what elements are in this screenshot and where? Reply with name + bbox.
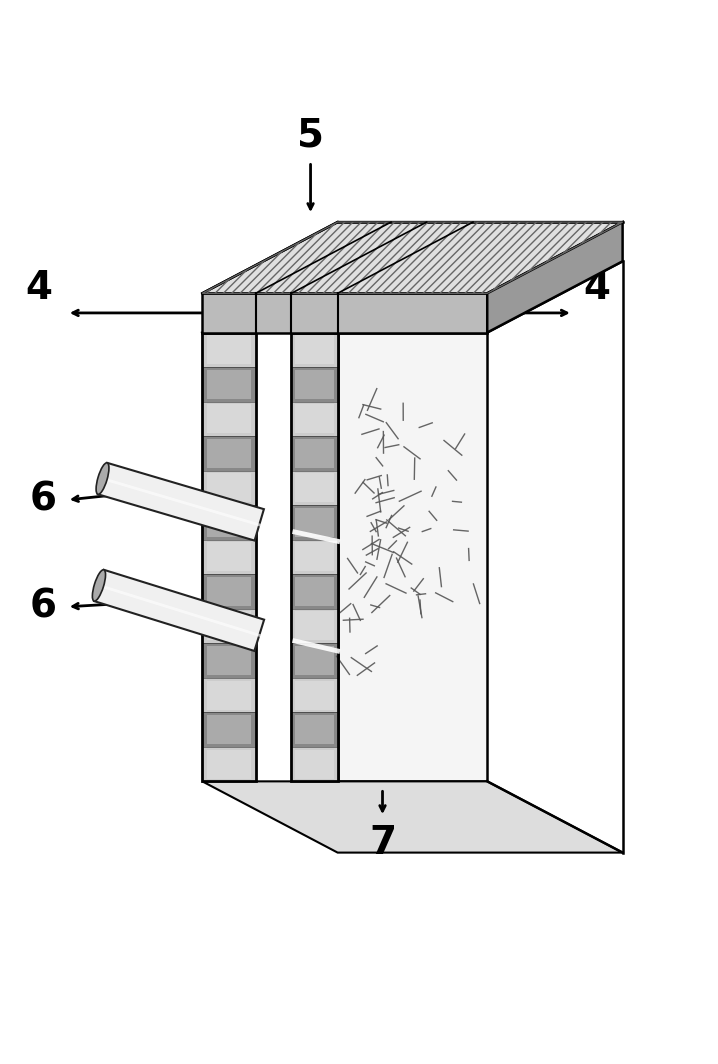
Bar: [292, 539, 337, 575]
Bar: [202, 609, 256, 644]
Bar: [295, 577, 334, 606]
Bar: [207, 335, 251, 364]
Bar: [295, 438, 334, 468]
Bar: [292, 401, 337, 436]
Bar: [207, 370, 251, 399]
Bar: [207, 508, 251, 537]
Bar: [292, 333, 337, 367]
Bar: [292, 333, 337, 781]
Bar: [207, 750, 251, 779]
Bar: [292, 367, 337, 401]
Polygon shape: [202, 294, 488, 333]
Bar: [295, 335, 334, 364]
Bar: [207, 543, 251, 571]
Ellipse shape: [93, 569, 106, 601]
Text: 7: 7: [369, 825, 396, 862]
Bar: [292, 436, 337, 470]
Bar: [292, 505, 337, 539]
Bar: [295, 473, 334, 502]
Bar: [202, 575, 256, 609]
Bar: [207, 438, 251, 468]
Bar: [202, 333, 256, 367]
Bar: [202, 747, 256, 781]
Bar: [292, 712, 337, 747]
Polygon shape: [488, 222, 623, 333]
Bar: [202, 367, 256, 401]
Polygon shape: [202, 222, 623, 294]
Bar: [295, 612, 334, 641]
Bar: [207, 473, 251, 502]
Bar: [202, 678, 256, 712]
Bar: [202, 539, 256, 575]
Bar: [207, 404, 251, 433]
Bar: [202, 436, 256, 470]
Bar: [295, 370, 334, 399]
Bar: [295, 681, 334, 710]
Bar: [207, 715, 251, 744]
Bar: [202, 333, 256, 781]
Text: 5: 5: [297, 116, 324, 154]
Bar: [202, 401, 256, 436]
Bar: [202, 644, 256, 678]
Bar: [207, 577, 251, 606]
Bar: [292, 678, 337, 712]
Polygon shape: [337, 333, 488, 781]
Bar: [207, 612, 251, 641]
Polygon shape: [202, 781, 623, 852]
Bar: [295, 543, 334, 571]
Bar: [295, 508, 334, 537]
Bar: [292, 575, 337, 609]
Text: 4: 4: [584, 269, 610, 307]
Bar: [295, 715, 334, 744]
Polygon shape: [98, 463, 264, 541]
Ellipse shape: [96, 463, 109, 495]
Bar: [292, 470, 337, 505]
Bar: [207, 646, 251, 675]
Text: 6: 6: [29, 587, 56, 626]
Bar: [202, 470, 256, 505]
Bar: [207, 681, 251, 710]
Bar: [292, 747, 337, 781]
Bar: [292, 644, 337, 678]
Bar: [292, 609, 337, 644]
Polygon shape: [94, 570, 264, 651]
Text: 6: 6: [29, 481, 56, 519]
Bar: [295, 404, 334, 433]
Text: 4: 4: [26, 269, 52, 307]
Bar: [202, 712, 256, 747]
Bar: [295, 750, 334, 779]
Bar: [295, 646, 334, 675]
Bar: [202, 505, 256, 539]
